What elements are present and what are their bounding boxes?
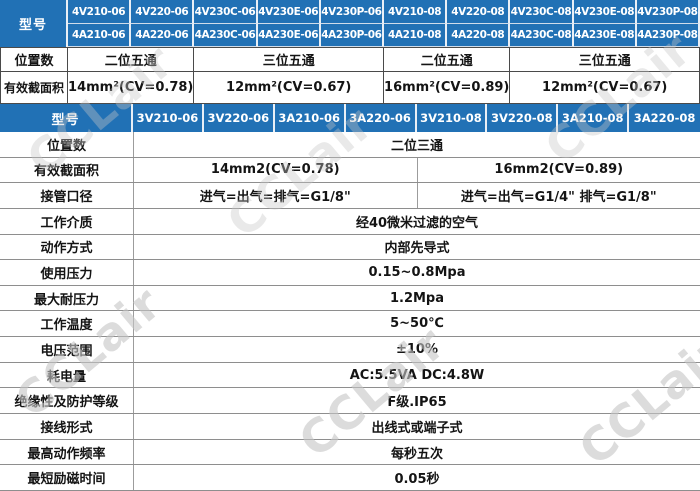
spec-row-voltage-range: 电压范围 ±10% [0, 337, 700, 363]
model-cell: 4A230E-08 [573, 24, 637, 47]
spec-value: 1.2Mpa [389, 290, 445, 306]
model-cell: 4V220-06 [131, 0, 195, 24]
t2-model-header: 型号 [0, 104, 133, 132]
model-cell: 4A230C-08 [510, 24, 574, 47]
spec-label: 接管口径 [0, 183, 134, 208]
positions-value: 三位五通 [510, 47, 700, 72]
model-cell: 3V210-06 [133, 104, 204, 132]
spec-row-min-excitation-time: 最短励磁时间 0.05秒 [0, 465, 700, 491]
model-cell: 4A230P-08 [636, 24, 700, 47]
area-value: 16mm²(CV=0.89) [384, 72, 511, 104]
positions-value: 二位五通 [68, 47, 195, 72]
spec-value: 二位三通 [390, 138, 443, 154]
model-cell: 4V210-08 [384, 0, 448, 24]
spec-label: 工作介质 [0, 208, 134, 234]
spec-value: 0.05秒 [394, 472, 440, 488]
area-value: 12mm²(CV=0.67) [194, 72, 384, 104]
model-cell: 3V220-08 [487, 104, 559, 132]
model-cell: 3A220-06 [346, 104, 417, 132]
model-cell: 4A210-06 [68, 24, 132, 47]
model-cell: 4V230E-08 [573, 0, 637, 24]
spec-row-power-consumption: 耗电量 AC:5.5VA DC:4.8W [0, 362, 700, 389]
spec-value-left: 进气=出气=排气=G1/8" [199, 190, 351, 206]
spec-row-operating-pressure: 使用压力 0.15~0.8Mpa [0, 260, 700, 286]
spec-row-effective-area: 有效截面积 14mm2(CV=0.78) 16mm2(CV=0.89) [0, 157, 700, 184]
spec-label: 绝缘性及防护等级 [0, 388, 134, 414]
spec-label: 位置数 [0, 132, 134, 157]
model-cell: 4A230C-06 [194, 24, 258, 47]
spec-label: 接线形式 [0, 414, 134, 439]
spec-value: AC:5.5VA DC:4.8W [349, 367, 485, 383]
model-cell: 4A210-08 [384, 24, 448, 47]
spec-row-actuation-type: 动作方式 内部先导式 [0, 234, 700, 261]
model-cell: 3A220-08 [633, 111, 696, 125]
spec-value: 出线式或端子式 [371, 420, 463, 436]
spec-label: 耗电量 [0, 362, 134, 388]
spec-label: 动作方式 [0, 234, 134, 260]
spec-row-max-pressure: 最大耐压力 1.2Mpa [0, 285, 700, 312]
area-value: 12mm²(CV=0.67) [510, 72, 700, 104]
spec-row-working-temperature: 工作温度 5~50℃ [0, 311, 700, 338]
spec-value: 5~50℃ [390, 316, 444, 332]
positions-value: 二位五通 [384, 47, 511, 72]
table-3v-header: 型号 3V210-06 3V220-06 3A210-06 3A220-06 3… [0, 104, 700, 132]
t1-positions-label: 位置数 [0, 47, 68, 72]
t1-model-header: 型号 [0, 0, 68, 47]
model-cell: 3A210-08 [558, 104, 630, 132]
spec-value: F级.IP65 [387, 395, 447, 411]
spec-label: 最短励磁时间 [0, 465, 134, 490]
spec-value-right: 进气=出气=G1/4" 排气=G1/8" [416, 183, 700, 208]
model-cell: 4V220-08 [447, 0, 511, 24]
positions-value: 三位五通 [194, 47, 384, 72]
model-cell: 4V230C-06 [194, 0, 258, 24]
spec-label: 最高动作频率 [0, 439, 134, 465]
model-cell: 3V220-06 [204, 104, 275, 132]
model-cell: 3A210-06 [275, 104, 346, 132]
model-cell: 4V210-06 [68, 0, 132, 24]
spec-value: 每秒五次 [390, 446, 443, 462]
spec-label: 使用压力 [0, 260, 134, 285]
t1-area-label: 有效截面积 [0, 72, 68, 104]
model-cell: 4A220-08 [447, 24, 511, 47]
spec-value-right: 16mm2(CV=0.89) [416, 157, 700, 183]
spec-label: 电压范围 [0, 337, 134, 362]
model-cell: 4A230P-06 [320, 24, 384, 47]
spec-label: 工作温度 [0, 311, 134, 337]
model-cell: 4V230P-06 [320, 0, 384, 24]
model-cell: 3V210-08 [417, 104, 488, 132]
spec-row-working-medium: 工作介质 经40微米过滤的空气 [0, 208, 700, 235]
area-value: 14mm²(CV=0.78) [68, 72, 195, 104]
model-cell: 4V230P-08 [636, 0, 700, 24]
table-3v-body: 位置数 二位三通 有效截面积 14mm2(CV=0.78) 16mm2(CV=0… [0, 132, 700, 491]
spec-row-port-size: 接管口径 进气=出气=排气=G1/8" 进气=出气=G1/4" 排气=G1/8" [0, 183, 700, 209]
spec-row-max-frequency: 最高动作频率 每秒五次 [0, 439, 700, 466]
spec-value: 内部先导式 [384, 241, 450, 257]
spec-row-insulation-protection: 绝缘性及防护等级 F级.IP65 [0, 388, 700, 415]
table-4v-series: 型号 4V210-06 4V220-06 4V230C-06 4V230E-06… [0, 0, 700, 104]
spec-value: 0.15~0.8Mpa [368, 265, 466, 281]
spec-label: 有效截面积 [0, 157, 134, 183]
model-cell: 4V230E-06 [257, 0, 321, 24]
spec-row-wiring-type: 接线形式 出线式或端子式 [0, 414, 700, 440]
spec-row-positions: 位置数 二位三通 [0, 132, 700, 158]
spec-value: 经40微米过滤的空气 [355, 215, 479, 231]
spec-label: 最大耐压力 [0, 285, 134, 311]
model-cell: 4A220-06 [131, 24, 195, 47]
spec-value: ±10% [395, 341, 438, 357]
spec-value-left: 14mm2(CV=0.78) [210, 162, 340, 178]
model-cell: 4A230E-06 [257, 24, 321, 47]
model-cell: 4V230C-08 [510, 0, 574, 24]
